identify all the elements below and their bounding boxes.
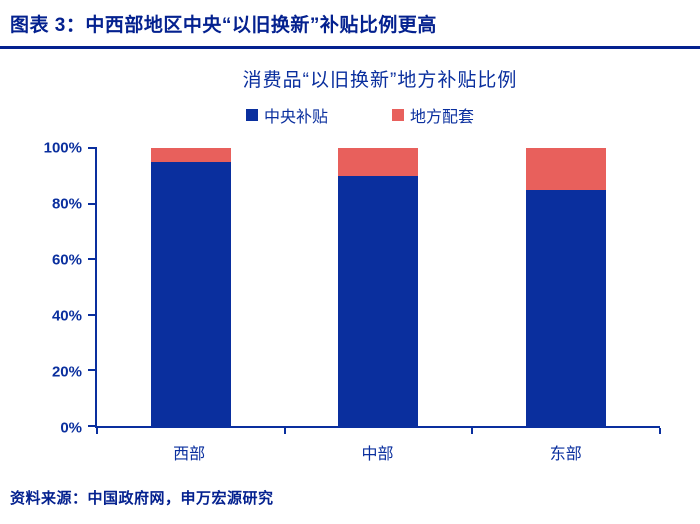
bar-西部 <box>150 148 231 426</box>
y-tick-label: 80% <box>51 195 82 213</box>
y-tick-label: 0% <box>60 419 82 437</box>
x-tick-mark <box>283 428 286 434</box>
bar-segment-中央补贴 <box>526 189 607 426</box>
bar-segment-中央补贴 <box>338 175 419 426</box>
y-tick-mark <box>88 202 97 205</box>
y-tick-label: 40% <box>51 307 82 325</box>
x-category-label: 西部 <box>173 446 206 463</box>
x-axis: 西部 中部 东部 <box>95 440 660 464</box>
y-tick-mark <box>88 369 97 372</box>
x-tick-mark <box>96 428 98 434</box>
legend-label-central: 中央补贴 <box>263 109 328 126</box>
legend-swatch-red <box>392 109 404 121</box>
y-tick-label: 20% <box>51 363 82 381</box>
bar-中部 <box>338 148 419 426</box>
y-tick-mark <box>88 258 97 261</box>
y-tick-label: 100% <box>43 139 82 157</box>
bar-segment-地方配套 <box>338 148 419 176</box>
y-tick-mark <box>88 313 97 316</box>
legend-label-local: 地方配套 <box>410 109 475 126</box>
x-tick-mark <box>471 428 474 434</box>
plot-row: 0% 20% 40% 60% 80% 100% <box>0 140 661 437</box>
x-tick-mark <box>659 428 661 434</box>
figure-title: 图表 3：中西部地区中央“以旧换新”补贴比例更高 <box>10 15 437 36</box>
y-tick-mark <box>88 147 97 149</box>
source-note: 资料来源：中国政府网，申万宏源研究 <box>10 490 274 507</box>
y-tick-label: 60% <box>51 251 82 269</box>
legend-item-local-match: 地方配套 <box>392 103 474 127</box>
x-category-label: 中部 <box>361 446 394 463</box>
bar-segment-地方配套 <box>526 148 607 190</box>
y-axis: 0% 20% 40% 60% 80% 100% <box>0 140 95 437</box>
chart-title: 消费品“以旧换新”地方补贴比例 <box>242 70 518 91</box>
figure-header: 图表 3：中西部地区中央“以旧换新”补贴比例更高 <box>0 0 700 49</box>
legend-item-central-subsidy: 中央补贴 <box>245 103 328 127</box>
bar-segment-中央补贴 <box>150 161 231 426</box>
chart: 消费品“以旧换新”地方补贴比例 中央补贴 地方配套 0% 20% 40% 60% 80%… <box>0 65 700 464</box>
x-category-label: 东部 <box>549 446 582 463</box>
legend-swatch-blue <box>245 109 258 121</box>
bar-东部 <box>526 148 607 426</box>
y-tick-mark <box>88 425 97 427</box>
chart-legend: 中央补贴 地方配套 <box>0 103 700 127</box>
plot-area <box>88 147 661 434</box>
bar-segment-地方配套 <box>150 148 231 162</box>
